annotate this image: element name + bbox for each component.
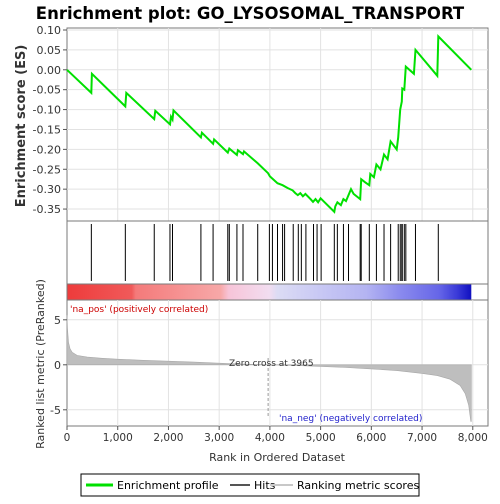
es-y-tick-label: -0.25	[33, 163, 61, 176]
ranked-metric-panel: 5 0 -5 'na_pos' (positively correlated) 'n…	[34, 279, 489, 449]
rank-color-gradient	[67, 284, 472, 300]
legend-hits-label: Hits	[254, 479, 276, 492]
ranked-y-ticks: 5 0 -5	[50, 314, 67, 417]
ranked-y-tick-label: 5	[54, 314, 61, 327]
x-axis: 0 1,000 2,000 3,000 4,000 5,000 6,000 7,000 8,00…	[64, 426, 488, 444]
x-tick-label: 7,000	[407, 432, 437, 444]
hits-panel	[66, 220, 489, 285]
legend-profile-label: Enrichment profile	[117, 479, 219, 492]
es-gridlines	[67, 28, 488, 221]
ranked-y-axis-label: Ranked list metric (PreRanked)	[34, 279, 47, 449]
es-y-tick-label: -0.15	[33, 123, 61, 136]
legend: Enrichment profile Hits Ranking metric s…	[80, 473, 420, 497]
negative-correlation-label: 'na_neg' (negatively correlated)	[279, 414, 422, 424]
x-tick-label: 1,000	[103, 432, 133, 444]
x-tick-label: 3,000	[204, 432, 234, 444]
es-y-tick-label: -0.05	[33, 84, 61, 97]
x-tick-label: 2,000	[153, 432, 183, 444]
hit-lines	[90, 224, 439, 281]
enrichment-profile-line	[66, 34, 473, 214]
es-y-tick-label: 0.05	[37, 44, 62, 57]
x-tick-label: 4,000	[255, 432, 285, 444]
chart-title: Enrichment plot: GO_LYSOSOMAL_TRANSPORT	[36, 4, 465, 23]
x-tick-label: 8,000	[458, 432, 488, 444]
es-panel-frame	[66, 27, 489, 222]
positive-correlation-label: 'na_pos' (positively correlated)	[70, 305, 208, 315]
enrichment-score-panel: 0.10 0.05 0.00 -0.05 -0.10 -0.15 -0.20 -0.25 -0.…	[14, 24, 489, 222]
es-y-tick-label: 0.10	[37, 24, 62, 37]
es-y-axis-label: Enrichment score (ES)	[14, 45, 29, 208]
x-tick-label: 5,000	[306, 432, 336, 444]
es-y-tick-label: -0.35	[33, 203, 61, 216]
es-y-tick-label: -0.10	[33, 104, 61, 117]
ranked-y-tick-label: -5	[50, 404, 61, 417]
es-y-ticks: 0.10 0.05 0.00 -0.05 -0.10 -0.15 -0.20 -0.25 -0.…	[33, 24, 67, 216]
es-y-tick-label: -0.30	[33, 183, 61, 196]
ranked-y-tick-label: 0	[54, 359, 61, 372]
rank-color-bar	[66, 283, 489, 301]
x-tick-label: 0	[64, 432, 71, 444]
legend-metric-label: Ranking metric scores	[297, 479, 419, 492]
zero-cross-label: Zero cross at 3965	[229, 359, 314, 369]
es-y-tick-label: -0.20	[33, 143, 61, 156]
x-tick-label: 6,000	[356, 432, 386, 444]
es-y-tick-label: 0.00	[37, 64, 62, 77]
x-axis-label: Rank in Ordered Dataset	[209, 451, 346, 464]
